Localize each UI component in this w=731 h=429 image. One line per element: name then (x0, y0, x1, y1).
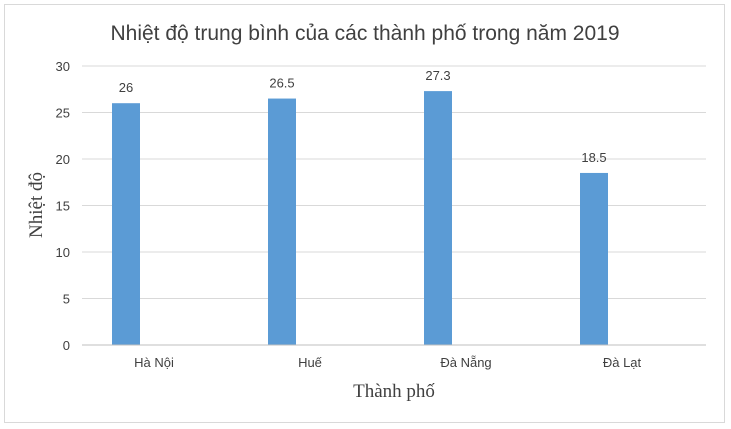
x-tick-label: Đà Nẵng (440, 355, 491, 370)
gridlines (82, 65, 706, 299)
x-tick-label: Huế (298, 355, 323, 370)
bar (424, 91, 452, 345)
x-tick-label: Hà Nội (134, 355, 174, 370)
bars (112, 91, 608, 345)
y-tick-label: 10 (56, 245, 70, 260)
bar-value-label: 27.3 (425, 68, 450, 83)
data-labels: 26 26.5 27.3 18.5 (119, 68, 607, 165)
bar (112, 103, 140, 345)
y-tick-label: 15 (56, 199, 70, 214)
bar (580, 172, 608, 345)
y-tick-label: 0 (63, 338, 70, 353)
y-tick-label: 30 (56, 59, 70, 74)
y-tick-label: 5 (63, 292, 70, 307)
chart-title: Nhiệt độ trung bình của các thành phố tr… (110, 22, 619, 45)
x-tick-label: Đà Lạt (603, 355, 642, 370)
y-axis-ticks: 0 5 10 15 20 25 30 (56, 59, 70, 353)
bar (268, 98, 296, 345)
x-axis-ticks: Hà Nội Huế Đà Nẵng Đà Lạt (134, 355, 641, 370)
x-axis-title: Thành phố (353, 381, 435, 402)
bar-value-label: 26.5 (269, 76, 294, 91)
bar-value-label: 18.5 (581, 150, 606, 165)
y-axis-title: Nhiệt độ (26, 172, 47, 238)
bar-value-label: 26 (119, 80, 133, 95)
y-tick-label: 20 (56, 152, 70, 167)
y-tick-label: 25 (56, 106, 70, 121)
